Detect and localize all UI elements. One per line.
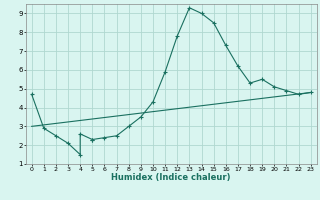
X-axis label: Humidex (Indice chaleur): Humidex (Indice chaleur) — [111, 173, 231, 182]
